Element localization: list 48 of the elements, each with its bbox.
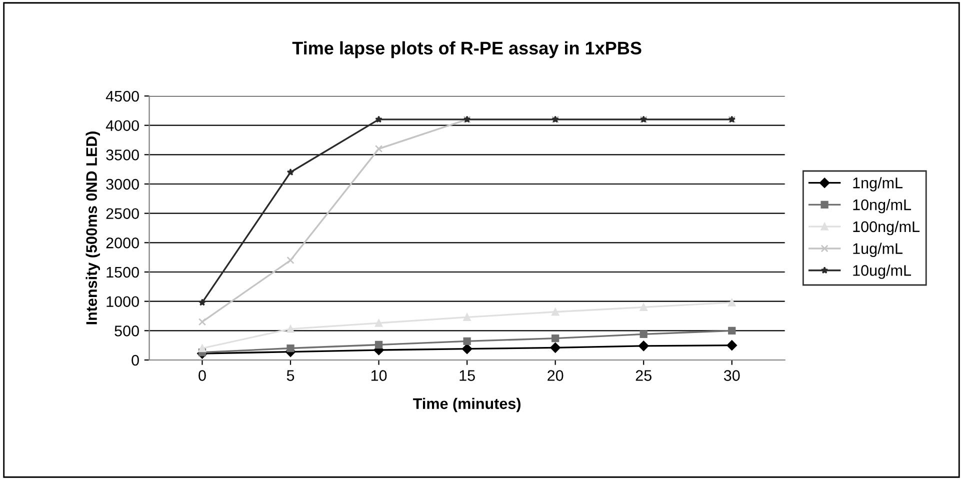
point xyxy=(462,344,472,354)
point xyxy=(198,298,206,306)
point xyxy=(640,303,648,312)
y-tick-label: 2500 xyxy=(106,208,139,220)
y-tick-label: 1500 xyxy=(106,266,139,278)
y-tick-label: 3500 xyxy=(106,150,139,160)
point xyxy=(552,308,560,316)
y-tick-label: 3000 xyxy=(106,178,139,190)
point xyxy=(374,340,383,349)
point xyxy=(726,340,737,350)
y-axis-title: Intensity (500ms 0ND LED) xyxy=(86,132,100,324)
chart-title: Time lapse plots of R-PE assay in 1xPBS xyxy=(292,41,642,58)
point xyxy=(552,334,560,342)
y-tick-label: 4500 xyxy=(106,90,139,102)
x-tick-label: 15 xyxy=(460,370,475,381)
y-tick-label: 2000 xyxy=(106,238,139,248)
y-tick-label: 0 xyxy=(132,354,139,366)
y-tick-label: 500 xyxy=(114,326,139,336)
x-tick-label: 5 xyxy=(286,370,294,381)
legend-label: 10ug/mL xyxy=(853,264,912,279)
point xyxy=(198,344,206,352)
x-tick-label: 0 xyxy=(198,370,206,381)
point xyxy=(463,313,471,321)
point xyxy=(198,318,206,326)
point xyxy=(286,168,294,176)
point xyxy=(550,342,560,353)
legend-label: 100ng/mL xyxy=(853,220,920,236)
legend-label: 1ng/mL xyxy=(853,177,903,192)
point xyxy=(286,344,294,352)
point xyxy=(286,325,294,333)
x-axis-title: Time (minutes) xyxy=(413,398,520,412)
y-tick-label: 1000 xyxy=(106,296,139,308)
point xyxy=(463,337,471,346)
legend-label: 10ng/mL xyxy=(853,199,912,214)
x-tick-label: 30 xyxy=(724,370,740,381)
point xyxy=(728,298,736,306)
point xyxy=(286,256,294,264)
x-tick-label: 10 xyxy=(371,370,387,381)
point xyxy=(638,340,649,352)
point xyxy=(728,326,736,334)
point xyxy=(374,319,383,327)
y-tick-label: 4000 xyxy=(106,120,139,132)
point xyxy=(640,330,648,338)
x-tick-label: 25 xyxy=(636,370,652,381)
point xyxy=(375,116,382,123)
point xyxy=(374,144,383,153)
legend-label: 1ug/mL xyxy=(853,242,903,257)
x-tick-label: 20 xyxy=(548,370,564,381)
